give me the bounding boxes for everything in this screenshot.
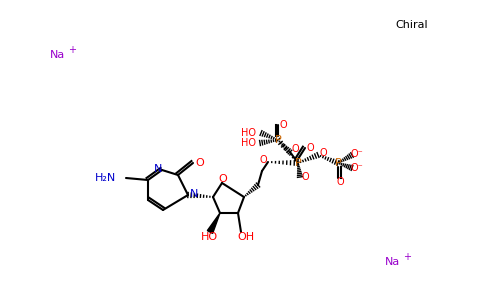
Text: O: O: [196, 158, 204, 168]
Text: HO: HO: [200, 232, 218, 242]
Text: O: O: [306, 143, 314, 153]
Text: P: P: [295, 158, 302, 168]
Text: HO: HO: [242, 128, 257, 138]
Text: +: +: [68, 45, 76, 55]
Text: N: N: [190, 189, 198, 199]
Text: Na: Na: [50, 50, 65, 60]
Text: O: O: [291, 144, 299, 154]
Text: O: O: [319, 148, 327, 158]
Text: O⁻: O⁻: [350, 149, 363, 159]
Text: O: O: [301, 172, 309, 182]
Text: +: +: [403, 252, 411, 262]
Text: O: O: [259, 155, 267, 165]
Text: O: O: [279, 120, 287, 130]
Text: H₂N: H₂N: [95, 173, 116, 183]
Polygon shape: [207, 213, 220, 233]
Text: P: P: [274, 135, 281, 145]
Text: HO: HO: [241, 138, 256, 148]
Text: O: O: [219, 174, 227, 184]
Text: Na: Na: [385, 257, 400, 267]
Text: P: P: [334, 158, 341, 168]
Text: N: N: [154, 164, 162, 174]
Text: O⁻: O⁻: [350, 163, 363, 173]
Text: O: O: [336, 177, 344, 187]
Text: OH: OH: [238, 232, 255, 242]
Text: Chiral: Chiral: [395, 20, 428, 30]
